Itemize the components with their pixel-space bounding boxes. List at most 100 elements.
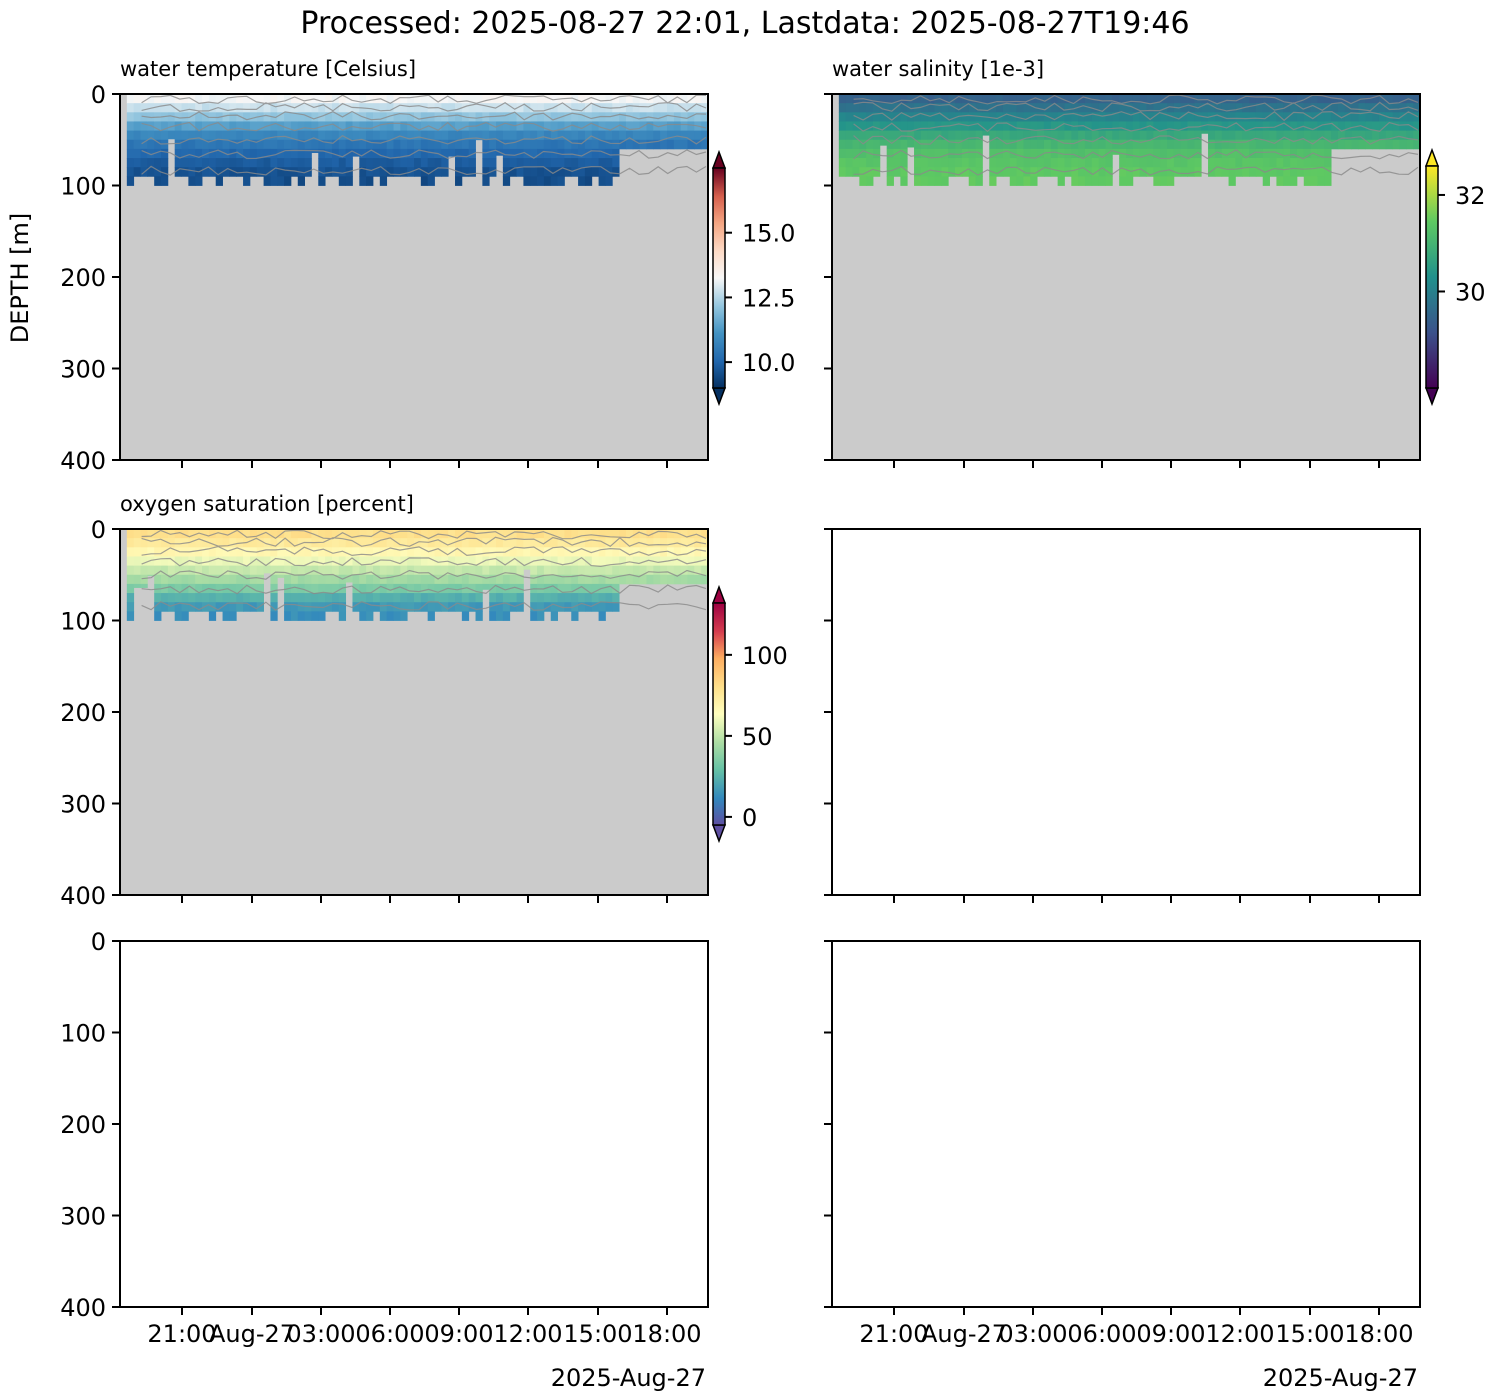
heatmap-cell (550, 130, 558, 141)
heatmap-cell (441, 139, 449, 150)
heatmap-cell (1303, 121, 1312, 131)
heatmap-cell (543, 158, 552, 168)
heatmap-cell (461, 602, 470, 612)
colorbar-extend-max (1424, 147, 1440, 167)
heatmap-cell (1173, 158, 1182, 168)
heatmap-cell (379, 158, 388, 168)
heatmap-cell (1378, 139, 1387, 150)
heatmap-cell (386, 547, 394, 557)
heatmap-cell (161, 121, 169, 131)
heatmap-cell (496, 574, 504, 585)
heatmap-cell (393, 565, 401, 576)
heatmap-cell (318, 167, 326, 177)
heatmap-cell (941, 176, 949, 186)
heatmap-cell (161, 94, 169, 104)
heatmap-cell (578, 121, 586, 131)
heatmap-cell (393, 602, 401, 612)
heatmap-cell (202, 139, 210, 150)
heatmap-cell (516, 167, 524, 177)
heatmap-cell (174, 593, 182, 603)
heatmap-cell (434, 112, 442, 122)
heatmap-cell (694, 529, 702, 539)
heatmap-cell (489, 139, 497, 150)
heatmap-cell (1126, 148, 1134, 159)
heatmap-cell (249, 167, 258, 177)
heatmap-cell (1208, 121, 1216, 131)
heatmap-cell (543, 94, 552, 104)
heatmap-cell (256, 139, 264, 150)
heatmap-cell (1276, 176, 1284, 186)
heatmap-cell (256, 583, 264, 594)
heatmap-cell (1235, 148, 1243, 159)
heatmap-cell (578, 574, 586, 585)
heatmap-cell (133, 529, 141, 539)
heatmap-cell (448, 148, 456, 157)
heatmap-cell (270, 158, 278, 168)
heatmap-cell (927, 158, 935, 168)
heatmap-cell (509, 602, 517, 612)
heatmap-cell (1023, 176, 1031, 186)
heatmap-cell (523, 121, 531, 131)
heatmap-cell (1078, 94, 1086, 104)
heatmap-cell (379, 547, 388, 557)
heatmap-cell (934, 103, 942, 113)
heatmap-cell (989, 112, 997, 122)
heatmap-cell (1105, 176, 1113, 186)
heatmap-cell (1139, 158, 1147, 168)
colorbar-tick-label: 0 (742, 804, 757, 832)
heatmap-cell (955, 103, 963, 113)
heatmap-cell (625, 130, 634, 141)
heatmap-cell (263, 148, 271, 159)
heatmap-cell (1153, 139, 1161, 150)
heatmap-cell (571, 139, 579, 150)
heatmap-cell (927, 139, 935, 150)
heatmap-cell (263, 112, 271, 122)
heatmap-cell (543, 112, 552, 122)
heatmap-cell (420, 121, 429, 131)
heatmap-cell (297, 574, 306, 585)
heatmap-cell (996, 94, 1004, 104)
heatmap-cell (188, 538, 196, 548)
heatmap-cell (202, 538, 210, 548)
heatmap-cell (886, 94, 894, 104)
heatmap-cell (331, 565, 340, 576)
heatmap-cell (1009, 94, 1018, 104)
heatmap-cell (188, 148, 196, 159)
heatmap-cell (1351, 139, 1359, 150)
heatmap-cell (1378, 130, 1387, 141)
heatmap-cell (256, 538, 264, 548)
heatmap-cell (578, 139, 586, 150)
heatmap-cell (249, 529, 258, 539)
heatmap-cell (386, 602, 394, 612)
heatmap-cell (263, 176, 271, 186)
y-tick-label: 0 (91, 928, 106, 956)
heatmap-cell (619, 139, 627, 150)
heatmap-cell (530, 547, 538, 557)
colorbar-tick-label: 15.0 (742, 220, 795, 248)
heatmap-cell (229, 94, 237, 104)
heatmap-cell (1296, 148, 1305, 159)
heatmap-cell (284, 130, 292, 141)
heatmap-cell (1167, 94, 1175, 104)
heatmap-cell (489, 593, 497, 603)
heatmap-cell (215, 121, 223, 131)
heatmap-cell (277, 565, 285, 576)
heatmap-cell (154, 94, 162, 104)
heatmap-cell (222, 130, 230, 141)
heatmap-cell (1057, 112, 1065, 122)
heatmap-cell (284, 176, 292, 186)
heatmap-cell (1290, 139, 1298, 150)
heatmap-cell (434, 565, 442, 576)
heatmap-cell (400, 574, 408, 585)
heatmap-cell (537, 565, 545, 576)
heatmap-cell (366, 121, 374, 131)
heatmap-cell (202, 529, 210, 539)
heatmap-cell (1078, 158, 1086, 168)
heatmap-cell (1262, 148, 1270, 159)
y-axis-label: DEPTH [m] (6, 213, 34, 344)
heatmap-cell (1269, 139, 1277, 150)
heatmap-cell (1221, 103, 1229, 113)
heatmap-cell (1071, 158, 1079, 168)
heatmap-cell (407, 158, 415, 168)
heatmap-cell (578, 94, 586, 104)
